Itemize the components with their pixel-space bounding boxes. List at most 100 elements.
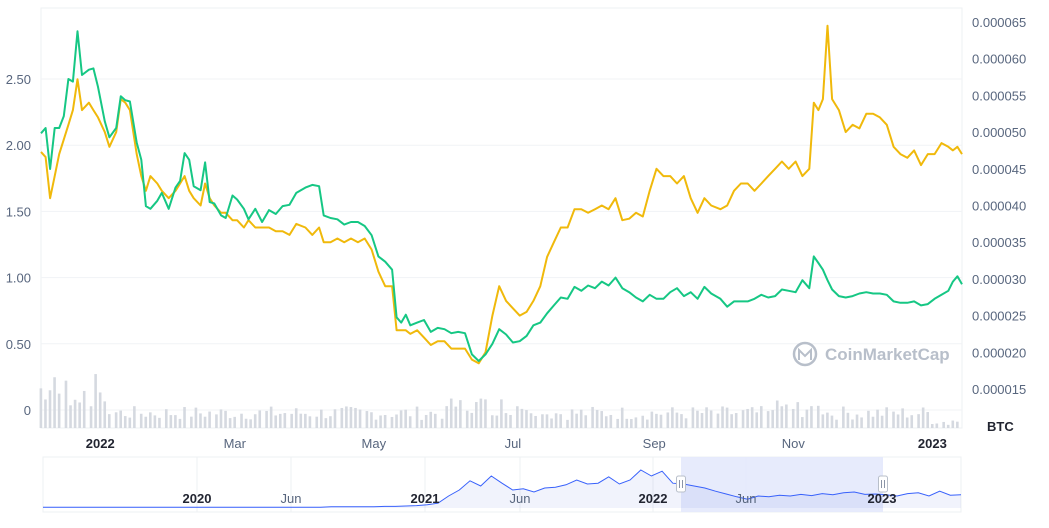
navigator-label: 2021 bbox=[411, 491, 440, 506]
grid-lines bbox=[41, 78, 962, 411]
volume-bar bbox=[445, 406, 448, 428]
volume-bar bbox=[641, 415, 645, 428]
volume-bar bbox=[666, 412, 670, 428]
navigator-label: 2022 bbox=[639, 491, 668, 506]
navigator-label: 2023 bbox=[868, 491, 897, 506]
volume-bar bbox=[174, 415, 177, 428]
right-tick-label: 0.000025 bbox=[972, 309, 1026, 324]
volume-bar bbox=[269, 406, 273, 428]
volume-bar bbox=[379, 415, 382, 428]
volume-bar bbox=[696, 410, 699, 428]
volume-bar bbox=[805, 409, 809, 428]
volume-bar bbox=[454, 406, 458, 428]
volume-bar bbox=[791, 408, 795, 428]
volume-bar bbox=[299, 413, 303, 428]
volume-bar bbox=[855, 414, 859, 428]
navigator-selection[interactable] bbox=[681, 457, 883, 512]
volume-bar bbox=[244, 418, 248, 428]
volume-bar bbox=[459, 400, 462, 428]
volume-bar bbox=[149, 412, 152, 428]
volume-bar bbox=[851, 419, 854, 428]
series-line-usd[interactable] bbox=[40, 30, 963, 362]
volume-bar bbox=[274, 415, 278, 428]
volume-bar bbox=[554, 413, 558, 428]
volume-bar bbox=[867, 410, 870, 428]
volume-bar bbox=[224, 410, 227, 428]
left-axis-ticks: 0 0.50 1.00 1.50 2.00 2.50 bbox=[6, 72, 31, 418]
right-tick-label: 0.000065 bbox=[972, 15, 1026, 30]
volume-bar bbox=[721, 406, 724, 428]
volume-bar bbox=[219, 409, 223, 428]
volume-bar bbox=[509, 414, 512, 428]
volume-bar bbox=[917, 414, 920, 428]
volume-bar bbox=[133, 406, 136, 428]
navigator-right-handle[interactable] bbox=[878, 475, 888, 493]
range-navigator[interactable]: 2020 Jun 2021 Jun 2022 Jun 2023 bbox=[42, 456, 962, 513]
volume-bar bbox=[228, 418, 232, 428]
volume-bar bbox=[766, 411, 770, 428]
volume-bar bbox=[240, 413, 243, 428]
left-tick-label: 0 bbox=[24, 403, 31, 418]
navigator-label: Jun bbox=[510, 491, 531, 506]
volume-bar bbox=[620, 407, 624, 428]
volume-bar bbox=[484, 399, 487, 428]
volume-bar bbox=[860, 417, 863, 428]
volume-bar bbox=[775, 400, 779, 428]
volume-bar bbox=[333, 409, 337, 428]
right-tick-label: 0.000020 bbox=[972, 345, 1026, 360]
volume-bar bbox=[164, 409, 168, 428]
volume-bar bbox=[534, 415, 537, 428]
volume-bar bbox=[365, 411, 369, 428]
navigator-left-handle[interactable] bbox=[676, 475, 686, 493]
volume-bar bbox=[545, 414, 549, 428]
volume-bar bbox=[265, 410, 268, 428]
volume-bar bbox=[951, 420, 955, 428]
volume-bar bbox=[942, 421, 945, 428]
volume-bar bbox=[358, 409, 362, 428]
volume-bar bbox=[821, 414, 825, 428]
volume-bar bbox=[390, 416, 394, 428]
volume-bar bbox=[479, 398, 483, 428]
volume-bar bbox=[440, 418, 444, 428]
right-tick-label: 0.000050 bbox=[972, 125, 1026, 140]
volume-bar bbox=[609, 414, 613, 428]
volume-bar bbox=[771, 410, 774, 428]
volume-bar bbox=[370, 412, 373, 428]
volume-bar bbox=[470, 412, 474, 428]
volume-bar bbox=[634, 417, 638, 428]
navigator-series-line bbox=[43, 469, 962, 508]
navigator-area bbox=[43, 470, 961, 508]
volume-bar bbox=[905, 417, 909, 428]
right-tick-label: 0.000035 bbox=[972, 235, 1026, 250]
volume-bar bbox=[734, 413, 738, 428]
right-tick-label: 0.000045 bbox=[972, 162, 1026, 177]
watermark-text: CoinMarketCap bbox=[825, 345, 950, 364]
volume-bar bbox=[709, 410, 713, 428]
volume-bar bbox=[89, 406, 93, 428]
volume-bar bbox=[885, 407, 888, 428]
series-line-btc[interactable] bbox=[40, 24, 963, 365]
volume-bar bbox=[579, 409, 583, 428]
volume-bar bbox=[320, 409, 323, 428]
volume-bar bbox=[816, 405, 820, 428]
volume-bar bbox=[591, 406, 594, 428]
volume-bar bbox=[921, 407, 925, 428]
volume-bar bbox=[490, 415, 494, 428]
volume-bar bbox=[755, 412, 759, 428]
volume-bar bbox=[671, 407, 674, 428]
volume-bar bbox=[329, 416, 332, 428]
volume-bar bbox=[78, 402, 81, 428]
volume-bar bbox=[233, 416, 236, 428]
volume-bar bbox=[759, 406, 763, 428]
volume-bar bbox=[114, 412, 118, 428]
volume-bar bbox=[249, 419, 252, 428]
volume-bar bbox=[566, 419, 569, 428]
series-lines[interactable] bbox=[40, 24, 963, 365]
volume-bar bbox=[625, 418, 629, 428]
volume-bar bbox=[449, 398, 453, 428]
left-tick-label: 1.00 bbox=[6, 271, 31, 286]
volume-bar bbox=[746, 408, 749, 428]
volume-bar bbox=[44, 399, 47, 428]
volume-bar bbox=[741, 410, 745, 428]
